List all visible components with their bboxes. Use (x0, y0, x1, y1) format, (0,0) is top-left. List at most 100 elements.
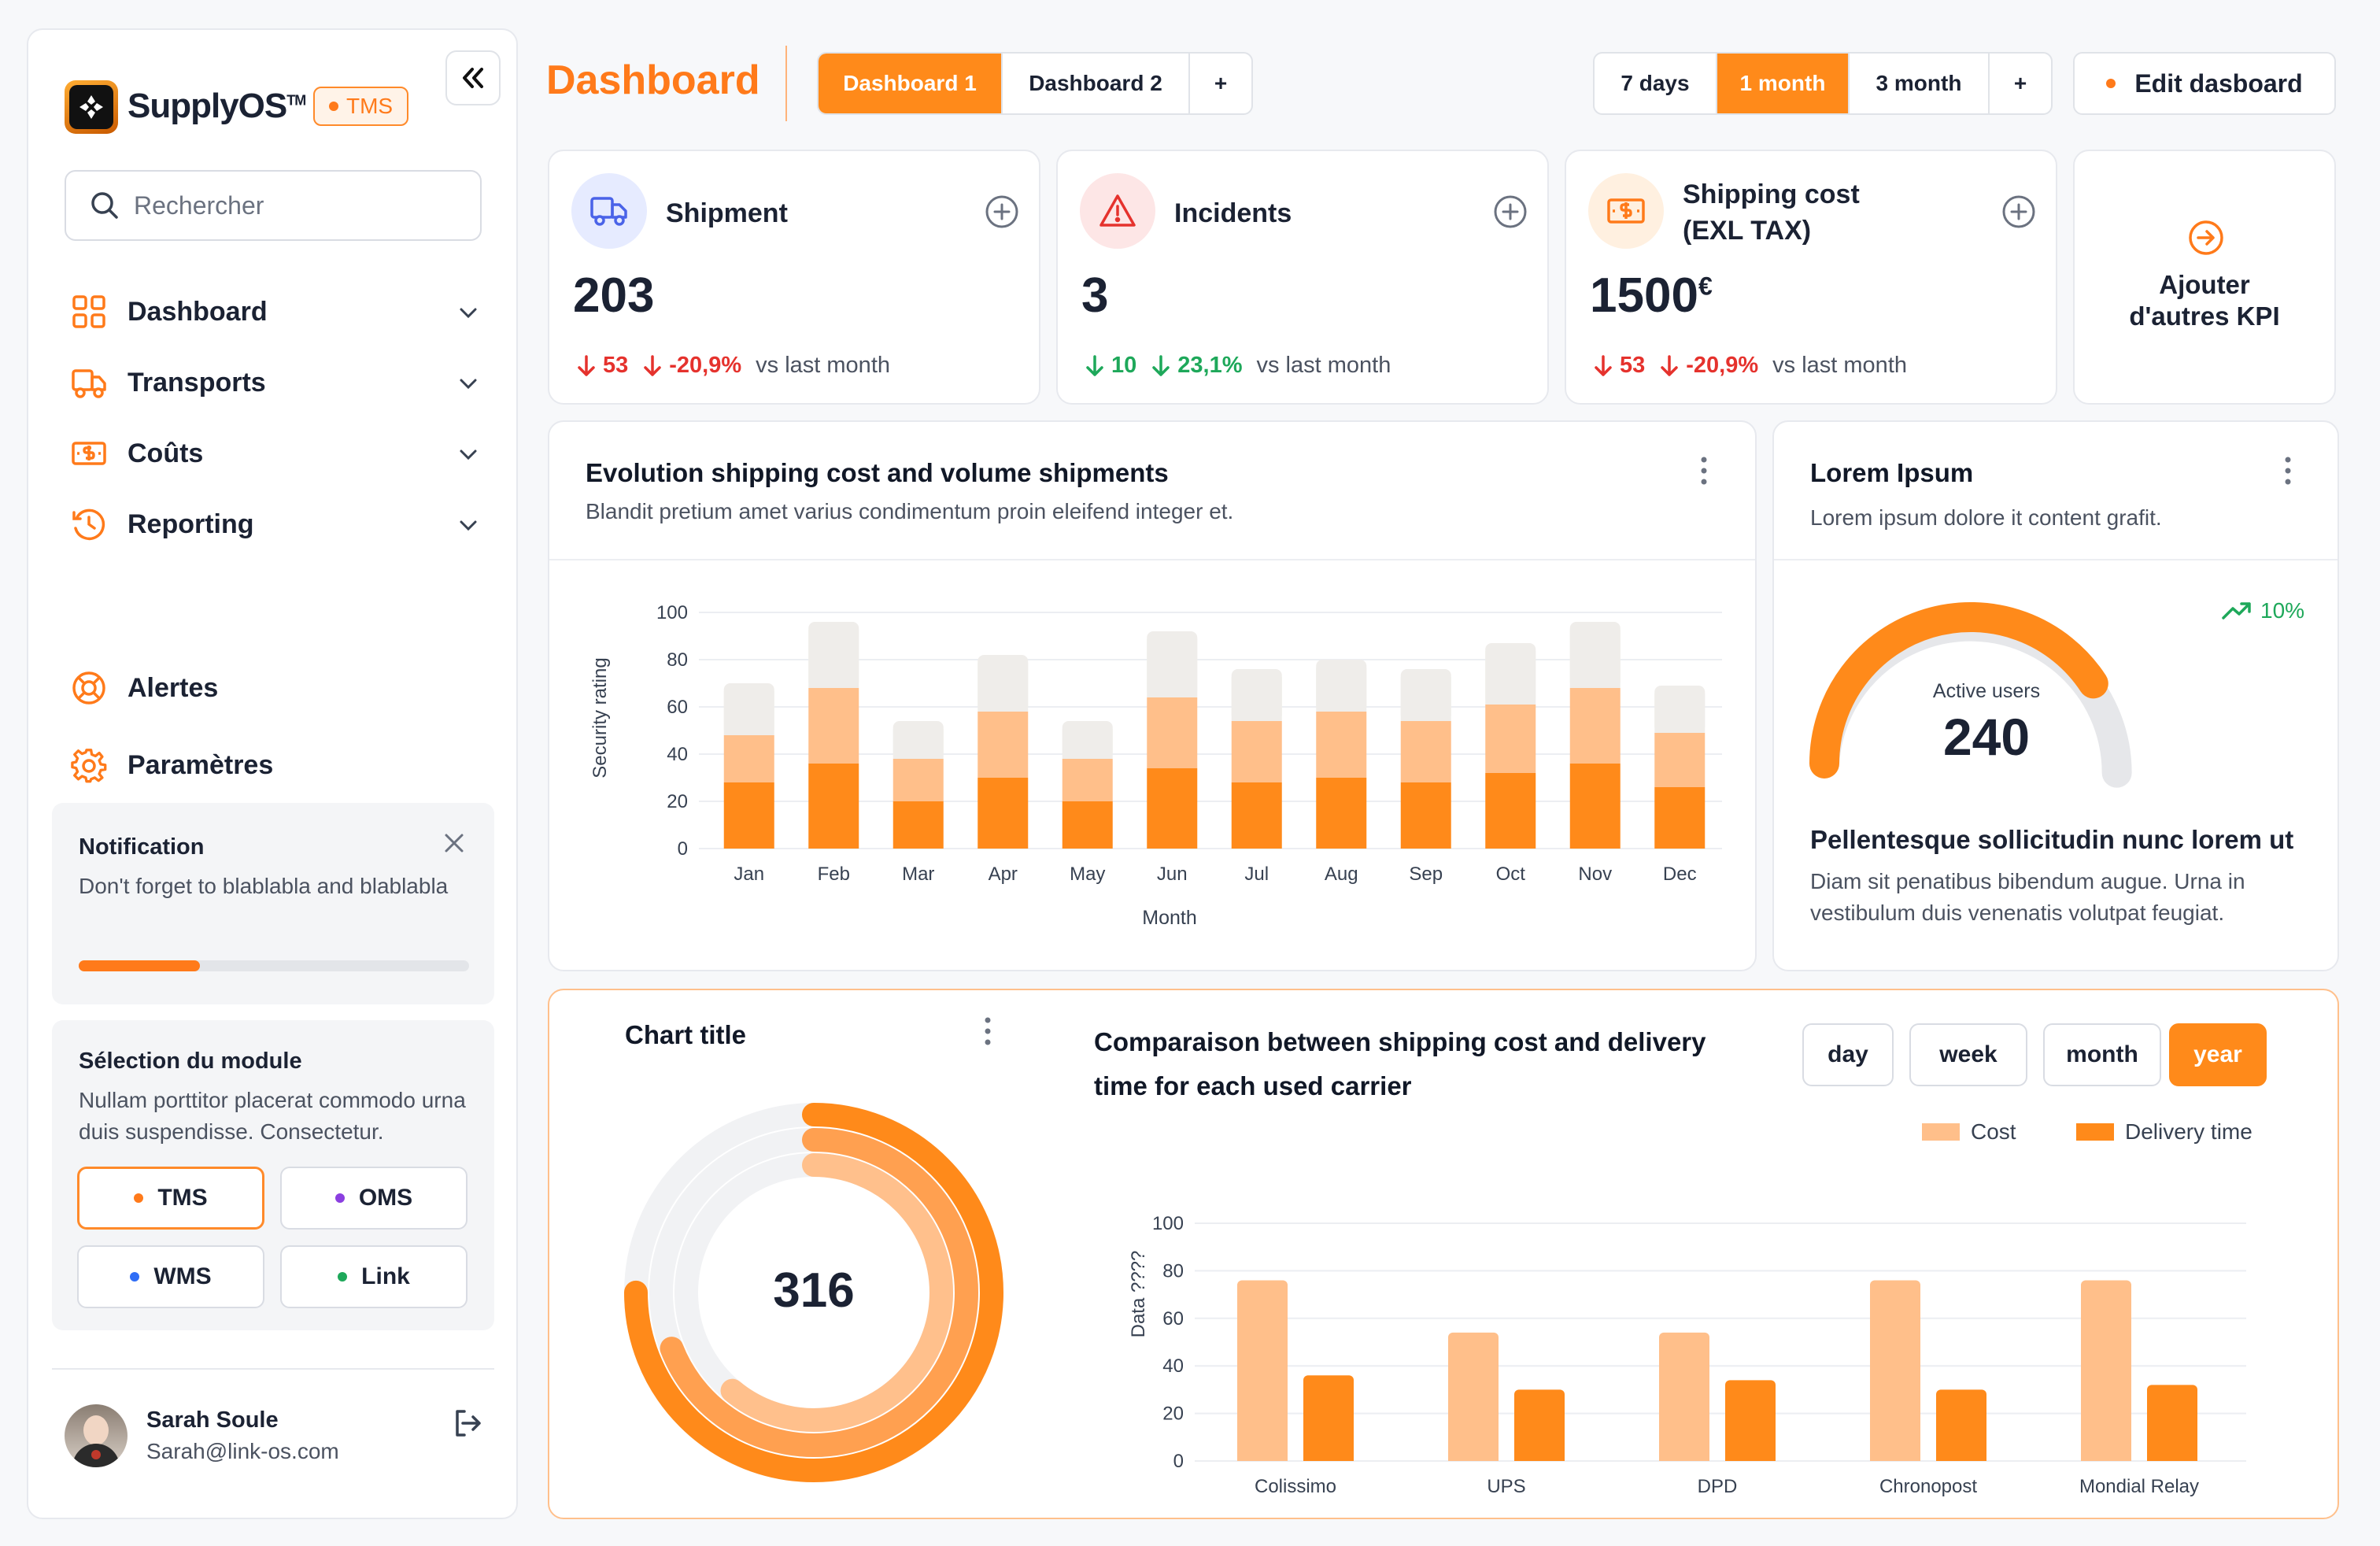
x-tick-label: DPD (1698, 1476, 1738, 1497)
x-tick-label: Colissimo (1255, 1476, 1336, 1497)
module-wms-button[interactable]: WMS (77, 1245, 264, 1308)
collapse-sidebar-button[interactable] (445, 50, 501, 105)
x-tick-label: Mar (902, 864, 934, 885)
bar-segment (1569, 688, 1621, 764)
module-selection-title: Sélection du module (79, 1049, 302, 1074)
search-input[interactable]: Rechercher (65, 170, 482, 241)
nav-item-parametres[interactable]: Paramètres (71, 742, 496, 789)
nav-label: Paramètres (128, 749, 274, 780)
module-link-button[interactable]: Link (280, 1245, 468, 1308)
bar-segment (978, 778, 1029, 849)
card-subtitle: Lorem ipsum dolore it content grafit. (1810, 505, 2162, 530)
bar-segment (1231, 721, 1282, 782)
badge-dot-icon (329, 102, 338, 111)
bar-segment (1654, 693, 1706, 733)
x-tick-label: Jun (1157, 864, 1188, 885)
kpi-card-shipment: Shipment 203 53 -20,9% vs last month (548, 150, 1040, 405)
dot-icon (130, 1272, 140, 1282)
bar (2147, 1391, 2197, 1461)
bar-segment (1062, 801, 1113, 849)
nav-item-transports[interactable]: Transports (71, 359, 496, 406)
bar (1448, 1338, 1499, 1461)
stacked-bar-chart: Security rating Month 0 20 40 60 80 100 Jan Feb… (589, 602, 1722, 929)
tab-dashboard-2[interactable]: Dashboard 2 (1003, 54, 1190, 113)
module-tms-button[interactable]: TMS (77, 1167, 264, 1230)
tab-dashboard-1[interactable]: Dashboard 1 (819, 54, 1003, 113)
period-year-button[interactable]: year (2169, 1023, 2267, 1086)
x-tick-label: May (1070, 864, 1105, 885)
bar (1659, 1338, 1709, 1461)
chevron-down-icon (460, 449, 477, 460)
legend-swatch (2076, 1123, 2114, 1141)
y-tick-label: 0 (678, 838, 688, 860)
comparison-title: Comparaison between shipping cost and de… (1094, 1027, 1706, 1100)
kpi-value: 203 (573, 268, 655, 323)
nav-item-dashboard[interactable]: Dashboard (71, 288, 496, 335)
chart-subtitle: Blandit pretium amet varius condimentum … (586, 499, 1234, 523)
close-icon[interactable] (442, 831, 466, 855)
x-tick-label: Jul (1244, 864, 1269, 885)
page-title: Dashboard (546, 57, 760, 103)
module-badge: TMS (313, 87, 409, 126)
more-options-icon[interactable] (1700, 455, 1708, 486)
more-options-icon[interactable] (984, 1015, 992, 1047)
bottom-charts-card: Chart title 316 Comparaison between ship… (548, 989, 2339, 1519)
evolution-chart-card: Evolution shipping cost and volume shipm… (548, 420, 1757, 971)
y-tick-label: 60 (667, 697, 688, 718)
add-circle-icon[interactable] (984, 194, 1020, 230)
module-oms-button[interactable]: OMS (280, 1167, 468, 1230)
bar-segment (893, 729, 944, 759)
nav-label: Transports (128, 367, 266, 398)
range-7-days[interactable]: 7 days (1595, 54, 1717, 113)
nav-item-couts[interactable]: Coûts (71, 430, 496, 477)
y-tick-label: 40 (667, 744, 688, 765)
clock-icon (72, 509, 105, 541)
period-week-button[interactable]: week (1909, 1023, 2027, 1086)
money-icon (1588, 173, 1664, 249)
period-day-button[interactable]: day (1802, 1023, 1894, 1086)
truck-icon (571, 173, 647, 249)
add-range-button[interactable]: + (2013, 71, 2027, 95)
add-circle-icon[interactable] (1492, 194, 1528, 230)
notification-text: Don't forget to blablabla and blablabla (79, 874, 449, 898)
kpi-card-shipping-cost: Shipping cost (EXL TAX) 1500€ 53 -20,9% v… (1565, 150, 2057, 405)
y-tick-label: 80 (667, 649, 688, 671)
bar-segment (1147, 768, 1198, 849)
more-options-icon[interactable] (2284, 455, 2292, 486)
gauge-fill (1809, 602, 2108, 779)
divider (52, 1368, 494, 1370)
dot-icon (334, 1193, 345, 1203)
bar-segment (1485, 651, 1536, 705)
sidebar: SupplyOSTM TMS Rechercher Dashboard (27, 28, 518, 1519)
bar-segment (1654, 787, 1706, 849)
chart-title: Evolution shipping cost and volume shipm… (586, 458, 1169, 487)
bar-segment (1400, 677, 1451, 721)
range-3-month[interactable]: 3 month (1850, 54, 1990, 113)
truck-icon (72, 369, 106, 398)
nav-item-reporting[interactable]: Reporting (71, 501, 496, 548)
bar-segment (1316, 668, 1367, 712)
module-selection-text: Nullam porttitor placerat commodo urna d… (79, 1088, 466, 1144)
period-month-button[interactable]: month (2043, 1023, 2161, 1086)
nav-label: Dashboard (128, 296, 268, 327)
range-1-month[interactable]: 1 month (1717, 54, 1850, 113)
edit-dashboard-button[interactable]: Edit dasboard (2073, 52, 2336, 115)
y-tick-label: 20 (1162, 1404, 1184, 1425)
bar (1870, 1286, 1920, 1461)
y-axis-label: Data ???? (1128, 1251, 1149, 1338)
range-selector: 7 days 1 month 3 month + (1593, 52, 2053, 115)
x-tick-label: Sep (1409, 864, 1443, 885)
card-heading: Pellentesque sollicitudin nunc lorem ut (1810, 825, 2294, 854)
logout-icon[interactable] (452, 1407, 483, 1439)
legend-item-cost: Cost (1922, 1119, 2016, 1145)
nav-item-alertes[interactable]: Alertes (71, 664, 496, 712)
add-kpi-card[interactable]: Ajouter d'autres KPI (2073, 150, 2336, 405)
card-text: Diam sit penatibus bibendum augue. Urna … (1810, 869, 2245, 925)
add-circle-icon[interactable] (2001, 194, 2037, 230)
y-tick-label: 60 (1162, 1308, 1184, 1330)
notification-card: Notification Don't forget to blablabla a… (52, 803, 494, 1004)
arrow-right-circle-icon (2189, 220, 2223, 255)
kpi-title: Shipment (666, 198, 788, 228)
y-axis-label: Security rating (589, 657, 611, 778)
add-tab-button[interactable]: + (1214, 71, 1228, 95)
